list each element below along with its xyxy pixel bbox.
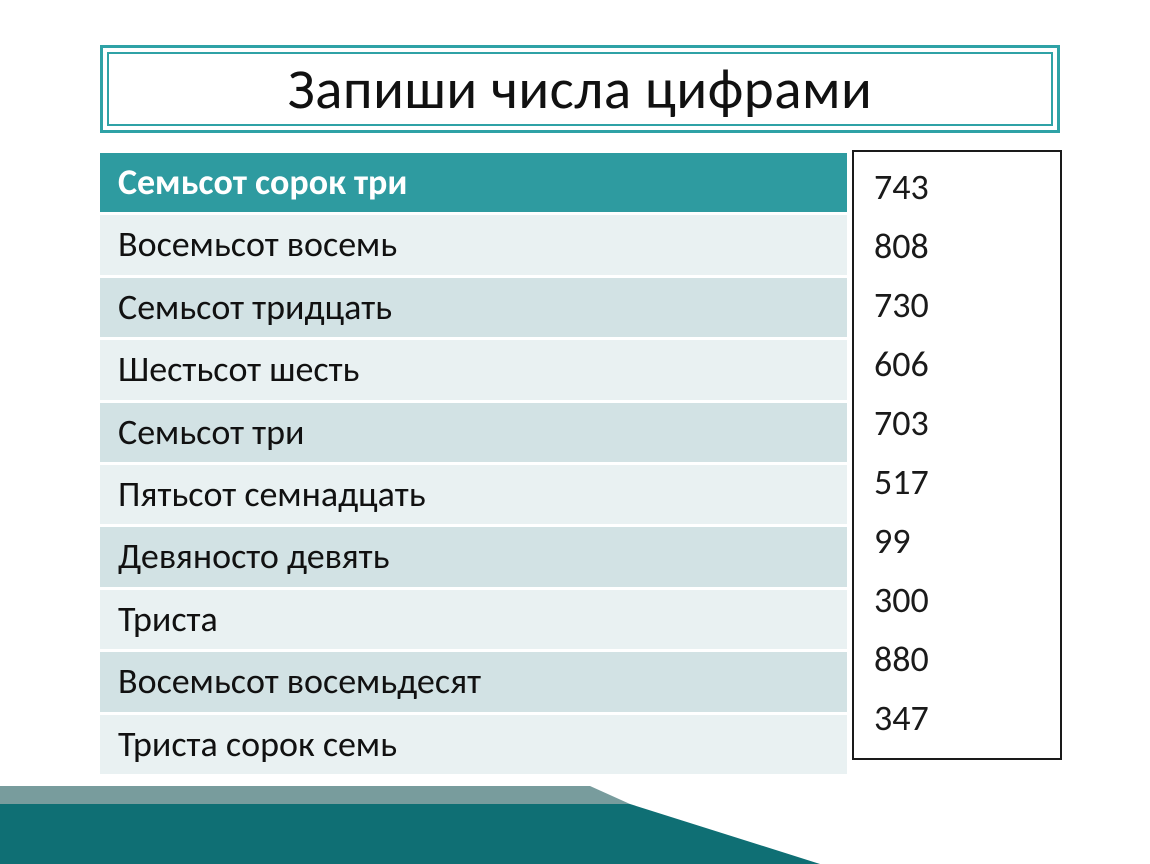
blank-cell: [703, 465, 847, 524]
number-value: 703: [874, 394, 1042, 453]
word-cell: Восемьсот восемь: [100, 215, 703, 274]
number-value: 347: [874, 689, 1042, 748]
decor-wedge: [0, 774, 820, 864]
table-row: Восемьсот восемь: [100, 215, 847, 274]
number-value: 99: [874, 512, 1042, 571]
words-table: Семьсот сорок триВосемьсот восемьСемьсот…: [100, 150, 847, 777]
number-value: 880: [874, 630, 1042, 689]
table-row: Девяносто девять: [100, 527, 847, 586]
blank-cell: [703, 527, 847, 586]
table-row: Семьсот тридцать: [100, 278, 847, 337]
table-row: Триста сорок семь: [100, 715, 847, 774]
word-cell: Семьсот тридцать: [100, 278, 703, 337]
number-value: 606: [874, 335, 1042, 394]
word-cell: Семьсот три: [100, 403, 703, 462]
number-value: 743: [874, 158, 1042, 217]
blank-cell: [703, 652, 847, 711]
number-value: 517: [874, 453, 1042, 512]
table-row: Семьсот сорок три: [100, 153, 847, 212]
table-row: Триста: [100, 590, 847, 649]
blank-cell: [703, 215, 847, 274]
blank-cell: [703, 278, 847, 337]
blank-cell: [703, 590, 847, 649]
table-row: Восемьсот восемьдесят: [100, 652, 847, 711]
word-cell: Триста сорок семь: [100, 715, 703, 774]
word-cell: Восемьсот восемьдесят: [100, 652, 703, 711]
number-value: 300: [874, 571, 1042, 630]
blank-cell: [703, 403, 847, 462]
slide: Запиши числа цифрами Семьсот сорок триВо…: [0, 0, 1150, 864]
word-cell: Семьсот сорок три: [100, 153, 703, 212]
table-row: Семьсот три: [100, 403, 847, 462]
numbers-box: 74380873060670351799300880347: [852, 150, 1062, 760]
title-box: Запиши числа цифрами: [100, 45, 1060, 133]
number-value: 808: [874, 217, 1042, 276]
word-cell: Триста: [100, 590, 703, 649]
blank-cell: [703, 715, 847, 774]
page-title: Запиши числа цифрами: [288, 55, 873, 124]
table-row: Шестьсот шесть: [100, 340, 847, 399]
title-inner: Запиши числа цифрами: [107, 52, 1053, 126]
number-value: 730: [874, 276, 1042, 335]
word-cell: Девяносто девять: [100, 527, 703, 586]
table-row: Пятьсот семнадцать: [100, 465, 847, 524]
word-cell: Пятьсот семнадцать: [100, 465, 703, 524]
words-table-body: Семьсот сорок триВосемьсот восемьСемьсот…: [100, 153, 847, 774]
word-cell: Шестьсот шесть: [100, 340, 703, 399]
blank-cell: [703, 153, 847, 212]
blank-cell: [703, 340, 847, 399]
